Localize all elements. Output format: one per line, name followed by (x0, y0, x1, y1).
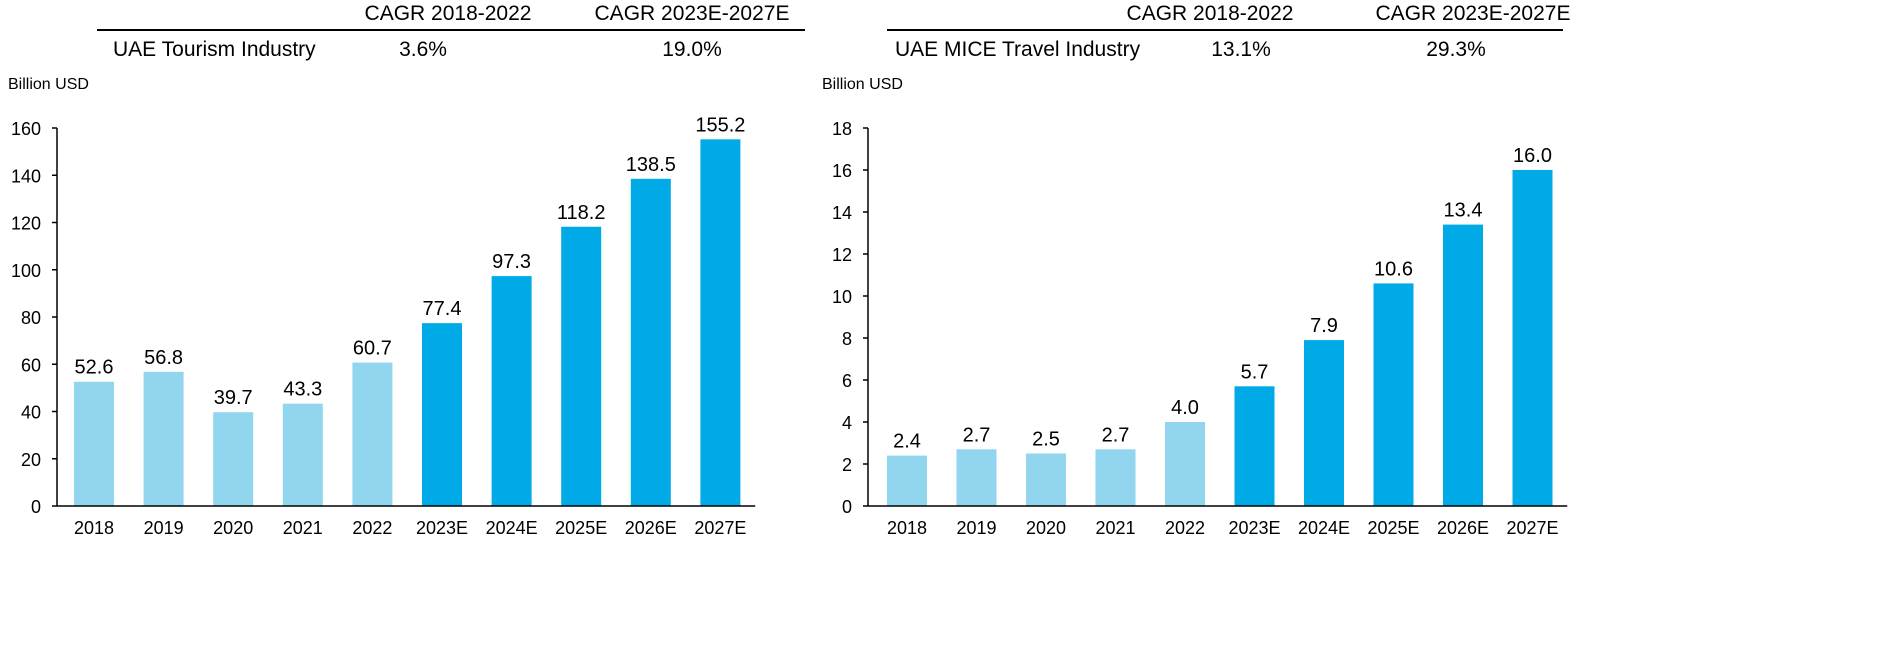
data-label: 4.0 (1171, 397, 1199, 419)
bar-2022 (352, 362, 393, 506)
table-header: CAGR 2023E-2027E (1376, 2, 1571, 25)
x-tick-label: 2019 (144, 518, 184, 538)
x-tick-label: 2019 (956, 518, 996, 538)
bar-2024E (1304, 340, 1344, 506)
y-tick-label: 14 (832, 203, 852, 223)
data-label: 2.5 (1032, 429, 1060, 451)
bar-2019 (143, 371, 184, 506)
x-tick-label: 2021 (283, 518, 323, 538)
x-tick-label: 2020 (213, 518, 253, 538)
x-tick-label: 2022 (352, 518, 392, 538)
y-tick-label: 16 (832, 161, 852, 181)
y-tick-label: 6 (842, 371, 852, 391)
y-axis-label: Billion USD (8, 76, 89, 93)
x-tick-label: 2022 (1165, 518, 1205, 538)
data-label: 10.6 (1374, 258, 1413, 280)
bar-2023E (422, 323, 462, 506)
y-tick-label: 40 (21, 403, 41, 423)
y-tick-label: 140 (11, 166, 41, 186)
table-row-label: UAE Tourism Industry (113, 38, 316, 61)
bar-2020 (1026, 453, 1066, 506)
bar-2019 (956, 449, 997, 506)
bar-2022 (1165, 422, 1205, 506)
x-tick-label: 2018 (74, 518, 114, 538)
data-label: 5.7 (1241, 361, 1269, 383)
table-cagr-value: 19.0% (662, 38, 722, 61)
bar-2024E (491, 276, 532, 506)
bar-2021 (282, 403, 323, 506)
x-tick-label: 2024E (486, 518, 538, 538)
data-label: 118.2 (557, 202, 606, 224)
y-tick-label: 80 (21, 308, 41, 328)
data-label: 56.8 (144, 347, 183, 369)
data-label: 77.4 (423, 298, 462, 320)
bar-2026E (630, 178, 671, 506)
table-cagr-value: 29.3% (1426, 38, 1486, 61)
x-tick-label: 2027E (1506, 518, 1558, 538)
x-tick-label: 2027E (694, 518, 746, 538)
x-tick-label: 2024E (1298, 518, 1350, 538)
data-label: 43.3 (283, 379, 322, 401)
x-tick-label: 2020 (1026, 518, 1066, 538)
y-tick-label: 160 (11, 119, 41, 139)
bar-2018 (74, 381, 114, 506)
x-tick-label: 2026E (625, 518, 677, 538)
table-cagr-value: 3.6% (399, 38, 447, 61)
y-tick-label: 60 (21, 355, 41, 375)
table-cagr-value: 13.1% (1211, 38, 1271, 61)
y-tick-label: 100 (11, 261, 41, 281)
data-label: 52.6 (75, 357, 114, 379)
x-tick-label: 2023E (416, 518, 468, 538)
x-tick-label: 2021 (1095, 518, 1135, 538)
bar-2020 (213, 412, 254, 506)
x-tick-label: 2026E (1437, 518, 1489, 538)
table-header: CAGR 2023E-2027E (595, 2, 790, 25)
data-label: 2.4 (893, 431, 921, 453)
y-tick-label: 0 (31, 497, 41, 517)
table-header: CAGR 2018-2022 (1127, 2, 1294, 25)
data-label: 155.2 (695, 114, 745, 136)
y-tick-label: 4 (842, 413, 852, 433)
y-tick-label: 2 (842, 455, 852, 475)
y-tick-label: 10 (832, 287, 852, 307)
data-label: 7.9 (1310, 315, 1338, 337)
data-label: 39.7 (214, 387, 253, 409)
bar-2018 (887, 455, 927, 506)
bar-2025E (561, 226, 602, 506)
y-tick-label: 120 (11, 214, 41, 234)
x-tick-label: 2025E (1367, 518, 1419, 538)
bar-2026E (1443, 224, 1483, 506)
y-axis-label: Billion USD (822, 76, 903, 93)
x-tick-label: 2025E (555, 518, 607, 538)
y-tick-label: 8 (842, 329, 852, 349)
data-label: 2.7 (1102, 424, 1130, 446)
x-tick-label: 2018 (887, 518, 927, 538)
data-label: 16.0 (1513, 145, 1552, 167)
data-label: 97.3 (492, 251, 531, 273)
bar-2027E (700, 139, 741, 506)
data-label: 2.7 (963, 424, 991, 446)
y-tick-label: 18 (832, 119, 852, 139)
bar-2023E (1234, 386, 1275, 506)
data-label: 138.5 (626, 154, 676, 176)
y-tick-label: 20 (21, 450, 41, 470)
bar-2027E (1512, 170, 1553, 506)
bar-2021 (1095, 449, 1136, 506)
table-header: CAGR 2018-2022 (365, 2, 532, 25)
data-label: 60.7 (353, 338, 392, 360)
table-row-label: UAE MICE Travel Industry (895, 38, 1141, 61)
y-tick-label: 12 (832, 245, 852, 265)
bar-2025E (1373, 283, 1414, 506)
data-label: 13.4 (1444, 200, 1483, 222)
x-tick-label: 2023E (1228, 518, 1280, 538)
y-tick-label: 0 (842, 497, 852, 517)
